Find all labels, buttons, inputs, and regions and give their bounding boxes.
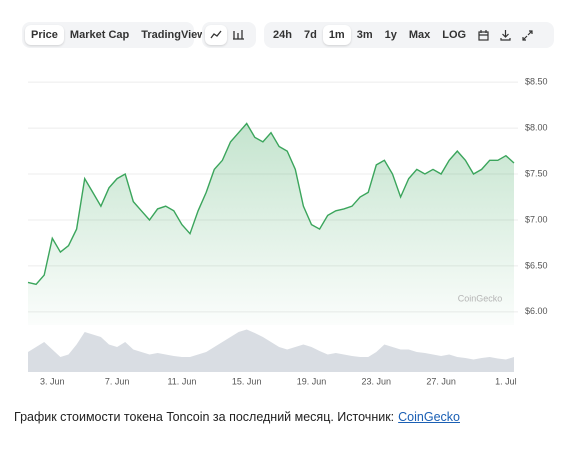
caption: График стоимости токена Toncoin за после… [14, 410, 460, 424]
range-button[interactable]: Max [408, 29, 431, 41]
range-button[interactable]: 7d [303, 29, 317, 41]
y-tick-label: $7.00 [525, 214, 548, 224]
range-button[interactable]: 3m [356, 29, 373, 41]
download-icon[interactable] [494, 25, 516, 45]
y-tick-label: $8.50 [525, 77, 548, 87]
candle-chart-icon[interactable] [227, 25, 249, 45]
y-tick-label: $6.50 [525, 260, 548, 270]
x-tick-label: 15. Jun [232, 376, 262, 386]
source-link[interactable]: CoinGecko [398, 410, 460, 424]
range-button[interactable]: 24h [273, 29, 292, 41]
range-button[interactable]: 1m [322, 25, 351, 45]
y-tick-label: $8.00 [525, 122, 548, 132]
x-tick-label: 19. Jun [297, 376, 327, 386]
y-tick-label: $7.50 [525, 168, 548, 178]
x-tick-label: 11. Jun [167, 376, 196, 386]
y-tick-label: $6.00 [525, 306, 548, 316]
chart: $6.00 $6.50 $7.00 $7.50 $8.00 $8.50 3. Jun 7. J… [27, 77, 548, 386]
area-fill [28, 123, 514, 325]
tab-button[interactable]: Price [25, 25, 64, 45]
x-tick-label: 1. Jul [495, 376, 517, 386]
x-tick-label: 7. Jun [105, 376, 130, 386]
icon [478, 29, 489, 41]
range-button[interactable]: LOG [442, 29, 467, 41]
icon [500, 29, 511, 41]
chart-style [202, 22, 256, 48]
icon [522, 29, 533, 41]
watermark: CoinGecko [458, 293, 503, 303]
x-tick-label: 3. Jun [40, 376, 65, 386]
view-tabs: Price Market Cap TradingView [22, 22, 206, 48]
line-chart-icon[interactable] [205, 25, 227, 45]
price-line [27, 122, 515, 286]
calendar-icon[interactable] [472, 25, 494, 45]
range-bar: 24h 7d 1m 3m 1y Max LOG [264, 22, 554, 48]
x-tick-label: 27. Jun [426, 376, 456, 386]
icon [233, 30, 244, 40]
icon [210, 30, 222, 39]
volume-area [28, 329, 514, 372]
x-tick-label: 23. Jun [362, 376, 392, 386]
tab-button[interactable]: Market Cap [69, 29, 130, 41]
caption-text: График стоимости токена Toncoin за после… [14, 410, 395, 424]
fullscreen-icon[interactable] [516, 25, 538, 45]
range-button[interactable]: 1y [384, 29, 397, 41]
tab-button[interactable]: TradingView [141, 29, 206, 41]
